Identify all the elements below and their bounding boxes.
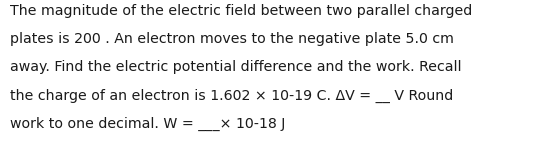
Text: away. Find the electric potential difference and the work. Recall: away. Find the electric potential differ… (10, 60, 461, 74)
Text: The magnitude of the electric field between two parallel charged: The magnitude of the electric field betw… (10, 4, 472, 18)
Text: plates is 200 . An electron moves to the negative plate 5.0 cm: plates is 200 . An electron moves to the… (10, 32, 454, 46)
Text: work to one decimal. W = ___× 10-18 J: work to one decimal. W = ___× 10-18 J (10, 117, 286, 131)
Text: the charge of an electron is 1.602 × 10-19 C. ΔV = __ V Round: the charge of an electron is 1.602 × 10-… (10, 88, 453, 103)
